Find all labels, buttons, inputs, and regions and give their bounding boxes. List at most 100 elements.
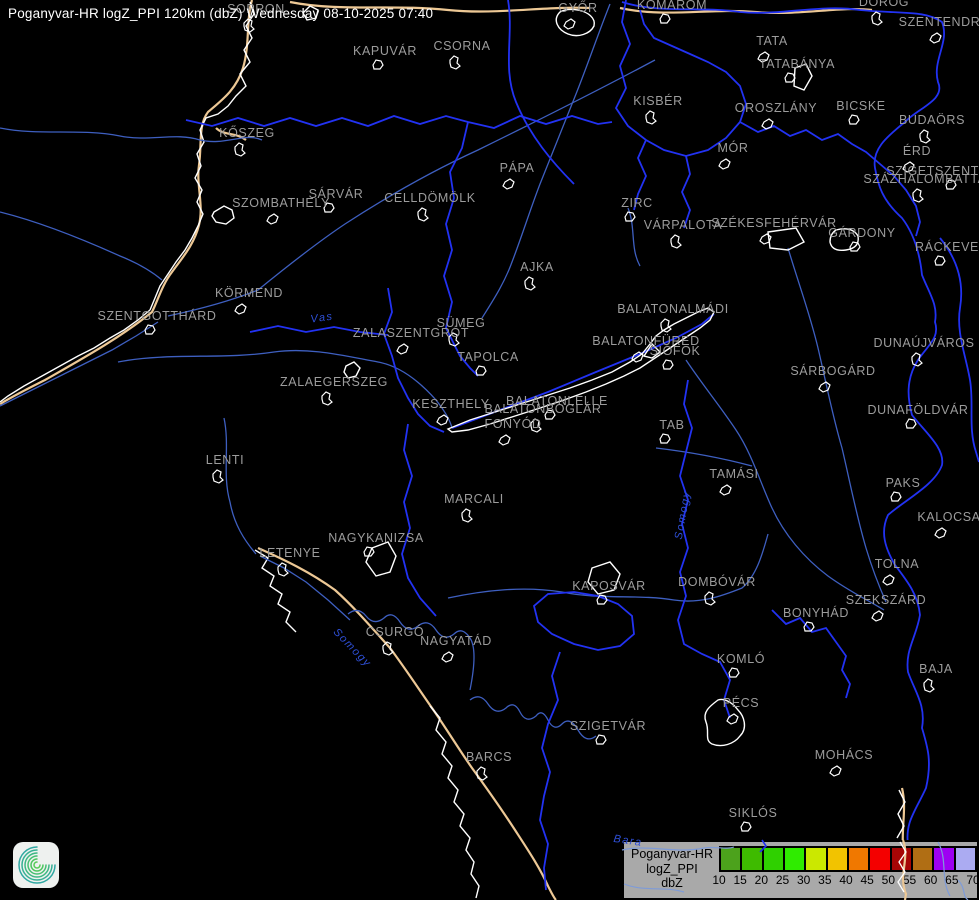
- legend-text-block: Poganyvar-HR logZ_PPI dbZ: [626, 847, 718, 891]
- town-outline-mark: [759, 233, 772, 245]
- szombathely-outline: [211, 205, 235, 225]
- legend-color-cell: [846, 848, 869, 870]
- town-outline-mark: [757, 51, 770, 63]
- legend-color-cell: [761, 848, 783, 870]
- town-outline-mark: [596, 594, 608, 605]
- country-border-tan-lines: [0, 0, 912, 900]
- city-label: BALATONLELLE: [506, 394, 608, 408]
- town-outline-mark: [829, 765, 842, 777]
- town-outline-mark: [624, 211, 636, 222]
- town-outline-mark: [902, 161, 915, 173]
- city-label: VÁRPALOTA: [643, 218, 723, 232]
- city-label: TATABÁNYA: [758, 57, 836, 71]
- legend-color-cell: [953, 848, 975, 870]
- town-outline-mark: [923, 678, 935, 693]
- lake-ferto-outline: [302, 5, 319, 21]
- lake-and-city-outlines: [211, 5, 859, 747]
- city-label: KOMLÓ: [716, 652, 766, 666]
- county-border-lines: [185, 0, 979, 900]
- river-lines: [0, 3, 887, 740]
- legend-color-cell: [932, 848, 954, 870]
- town-outline-mark: [905, 418, 917, 429]
- legend-product: logZ_PPI: [646, 861, 698, 876]
- town-outline-mark: [848, 114, 860, 125]
- nagykanizsa-outline: [365, 541, 397, 577]
- lake-velence-outline: [829, 228, 859, 252]
- town-outline-mark: [277, 562, 289, 577]
- town-outline-mark: [234, 142, 246, 157]
- town-outline-mark: [740, 821, 752, 832]
- legend-tick-value: 30: [796, 873, 811, 887]
- city-label: SZOMBATHELY: [232, 196, 330, 210]
- city-label: TATA: [756, 34, 788, 48]
- legend-tick-row: 10 15 20 25 30 35 40 45 50 55 60 65 70: [712, 873, 979, 889]
- town-outline-mark: [234, 303, 247, 315]
- town-outline-mark: [728, 667, 740, 678]
- legend-tick-value: 60: [923, 873, 938, 887]
- town-outline-mark: [212, 469, 224, 484]
- city-label: KAPOSVÁR: [572, 579, 646, 593]
- city-label: DOMBÓVÁR: [678, 575, 756, 589]
- city-label: BALATONFÜRED: [592, 334, 700, 348]
- legend-color-cell: [825, 848, 847, 870]
- city-label: BALATONBOGLÁR: [484, 402, 602, 416]
- city-label: KÖRMEND: [214, 286, 284, 300]
- town-outline-mark: [544, 409, 556, 420]
- town-outline-mark: [803, 621, 815, 632]
- legend-color-cell: [910, 848, 933, 870]
- city-label: DOROG: [858, 0, 910, 9]
- town-outline-mark: [530, 418, 542, 433]
- town-outline-mark: [849, 241, 861, 252]
- legend-unit: dbZ: [661, 876, 683, 890]
- city-label: KALOCSA: [917, 510, 979, 524]
- town-outline-mark: [871, 610, 884, 622]
- city-label: CSURGÓ: [365, 625, 425, 639]
- legend-color-cell: [889, 848, 911, 870]
- town-outline-mark: [912, 188, 924, 203]
- town-outline-mark: [934, 527, 947, 539]
- town-outline-mark: [323, 202, 335, 213]
- city-label: NAGYKANIZSA: [328, 531, 424, 545]
- city-label: KAPUVÁR: [353, 44, 417, 58]
- town-outline-mark: [441, 651, 454, 663]
- city-label: SZIGETVÁR: [569, 719, 647, 733]
- town-outline-mark: [372, 59, 384, 70]
- town-outline-mark: [436, 414, 449, 426]
- city-label: ZALASZENTGRÓT: [352, 326, 470, 340]
- legend-tick-value: 45: [860, 873, 874, 887]
- city-markers: [144, 11, 957, 832]
- town-outline-mark: [363, 546, 375, 557]
- town-outline-mark: [934, 255, 946, 266]
- city-label: SZÉKESFEHÉRVÁR: [711, 216, 837, 230]
- kaposvar-outline: [587, 561, 621, 595]
- town-outline-mark: [882, 574, 895, 586]
- city-label: ZALAEGERSZEG: [280, 375, 388, 389]
- city-label: GYŐR: [558, 1, 598, 15]
- tatabanya-outline: [793, 63, 813, 91]
- legend-radar-name: Poganyvar-HR: [631, 847, 713, 861]
- city-label: DUNAÚJVÁROS: [873, 336, 975, 350]
- town-outline-mark: [929, 32, 942, 44]
- town-outline-mark: [475, 365, 487, 376]
- city-label: TAPOLCA: [457, 350, 519, 364]
- szekesfehervar-outline: [767, 227, 805, 251]
- city-label: BAJA: [919, 662, 953, 676]
- city-label: SÜMEG: [436, 316, 486, 330]
- city-label: MOHÁCS: [814, 748, 874, 762]
- city-label: KISBÉR: [633, 94, 683, 108]
- legend-color-cell: [782, 848, 805, 870]
- legend-tick-value: 20: [754, 873, 769, 887]
- city-label: MÓR: [717, 141, 749, 155]
- gyor-outline: [555, 8, 595, 37]
- town-outline-mark: [563, 18, 576, 30]
- town-outline-mark: [890, 491, 902, 502]
- city-label: KŐSZEG: [219, 126, 275, 140]
- town-outline-mark: [645, 110, 657, 125]
- city-label: ÉRD: [902, 144, 932, 158]
- city-label: CSORNA: [433, 39, 491, 53]
- city-label: SZEKSZÁRD: [845, 593, 927, 607]
- city-label: SZENTENDRE: [898, 15, 979, 29]
- city-label: BICSKE: [836, 99, 886, 113]
